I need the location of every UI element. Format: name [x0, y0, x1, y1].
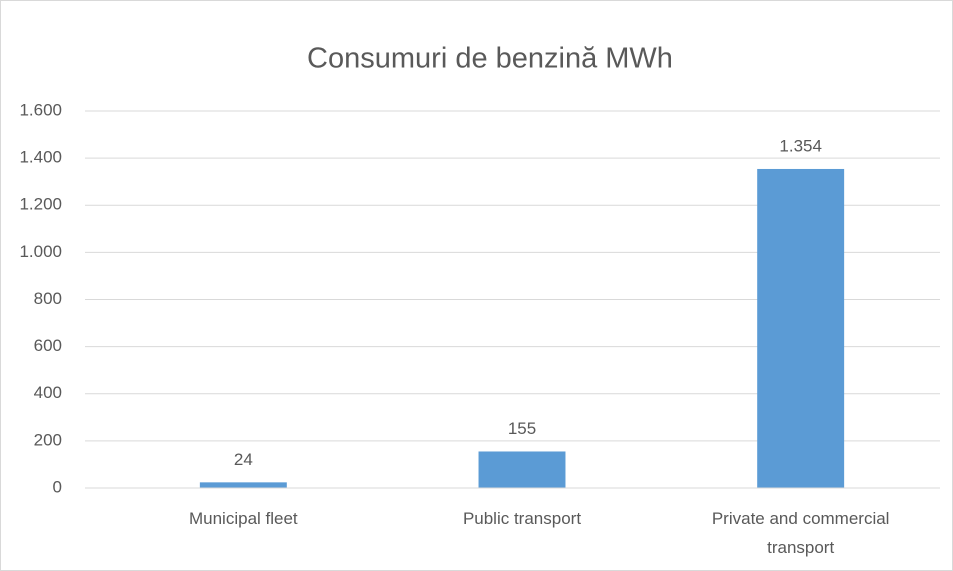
y-tick-label: 0: [53, 477, 62, 496]
y-tick-label: 1.200: [19, 195, 62, 214]
data-label: 24: [234, 450, 253, 469]
chart-title: Consumuri de benzină MWh: [307, 43, 673, 75]
x-tick-label: Private and commercial transport: [712, 509, 890, 557]
data-label: 1.354: [779, 136, 822, 155]
data-label: 155: [508, 419, 536, 438]
bar: [478, 451, 566, 488]
y-tick-label: 200: [34, 430, 62, 449]
y-tick-label: 400: [34, 383, 62, 402]
x-tick-label: Public transport: [463, 509, 581, 528]
y-tick-label: 1.000: [19, 242, 62, 261]
x-tick-label: Municipal fleet: [189, 509, 298, 528]
y-tick-label: 1.600: [19, 100, 62, 119]
y-tick-label: 1.400: [19, 148, 62, 167]
y-tick-label: 800: [34, 289, 62, 308]
bar: [199, 482, 287, 488]
bar: [757, 168, 845, 488]
y-tick-label: 600: [34, 336, 62, 355]
